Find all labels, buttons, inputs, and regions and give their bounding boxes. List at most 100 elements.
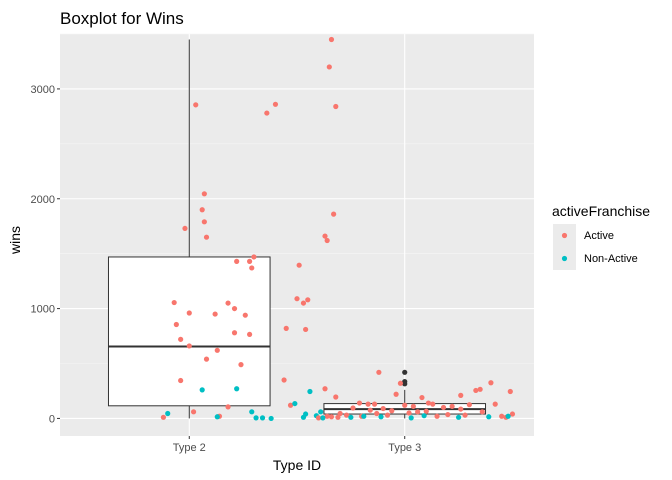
data-point bbox=[234, 386, 240, 392]
data-point bbox=[505, 413, 511, 419]
x-axis-label: Type ID bbox=[273, 457, 321, 473]
data-point bbox=[322, 233, 328, 239]
data-point bbox=[214, 414, 220, 420]
data-point bbox=[287, 402, 294, 408]
data-point bbox=[488, 380, 494, 386]
data-point bbox=[434, 413, 440, 419]
data-point bbox=[333, 103, 339, 110]
x-tick-label: Type 2 bbox=[173, 442, 206, 454]
data-point bbox=[242, 312, 248, 318]
y-tick-label: 0 bbox=[49, 413, 55, 425]
data-point bbox=[320, 415, 326, 421]
legend-entry-label: Active bbox=[584, 230, 614, 242]
data-point bbox=[165, 410, 171, 417]
data-point bbox=[186, 343, 192, 349]
data-point bbox=[445, 411, 451, 418]
data-point bbox=[380, 405, 386, 412]
data-point bbox=[402, 402, 408, 408]
box-iqr bbox=[107, 256, 271, 407]
data-point bbox=[231, 305, 238, 312]
data-point bbox=[361, 413, 367, 419]
data-point bbox=[264, 110, 270, 116]
data-point bbox=[343, 412, 350, 418]
data-point bbox=[324, 413, 330, 419]
data-point bbox=[458, 406, 464, 412]
data-point bbox=[477, 386, 483, 392]
data-point bbox=[335, 414, 341, 420]
data-point bbox=[384, 412, 391, 418]
data-point bbox=[186, 310, 192, 316]
data-point bbox=[499, 413, 505, 419]
data-point bbox=[440, 404, 447, 411]
legend-key-dot bbox=[561, 255, 568, 262]
data-point bbox=[231, 330, 238, 336]
data-point bbox=[328, 36, 335, 43]
data-point bbox=[421, 413, 427, 419]
data-point bbox=[406, 410, 412, 416]
data-point bbox=[333, 394, 339, 400]
data-point bbox=[225, 300, 231, 306]
data-point bbox=[292, 400, 298, 407]
legend: activeFranchise Active Non-Active bbox=[552, 203, 650, 270]
data-point bbox=[430, 401, 436, 407]
y-tick-label: 1000 bbox=[31, 304, 55, 316]
y-axis-label: wins bbox=[7, 226, 23, 255]
data-point bbox=[374, 410, 380, 417]
data-point bbox=[509, 411, 516, 417]
data-point bbox=[473, 387, 479, 394]
data-point bbox=[178, 336, 184, 342]
data-point bbox=[281, 377, 287, 383]
data-point bbox=[253, 415, 259, 421]
box-layer bbox=[107, 39, 487, 419]
data-point bbox=[350, 405, 356, 411]
data-point bbox=[324, 237, 330, 244]
data-point bbox=[378, 414, 384, 420]
box-outlier bbox=[402, 369, 408, 375]
data-point bbox=[251, 254, 257, 260]
data-point bbox=[425, 400, 432, 406]
data-point bbox=[318, 409, 324, 415]
data-point bbox=[376, 369, 382, 375]
data-point bbox=[182, 225, 188, 232]
data-point bbox=[296, 262, 302, 268]
data-point bbox=[173, 321, 179, 328]
data-point bbox=[171, 299, 177, 306]
data-point bbox=[201, 191, 207, 197]
data-point bbox=[367, 407, 373, 413]
data-point bbox=[303, 326, 309, 333]
data-point bbox=[389, 408, 395, 414]
data-point bbox=[214, 347, 220, 353]
data-point bbox=[247, 258, 253, 264]
data-point bbox=[294, 296, 300, 302]
data-point bbox=[466, 402, 472, 408]
x-axis-ticks: Type 2 Type 3 bbox=[173, 436, 421, 454]
data-point bbox=[492, 401, 498, 407]
legend-entry-label: Non-Active bbox=[584, 253, 638, 265]
data-point bbox=[337, 410, 343, 417]
legend-title: activeFranchise bbox=[552, 203, 650, 219]
data-point bbox=[193, 102, 199, 108]
data-point bbox=[190, 409, 197, 415]
data-point bbox=[201, 219, 207, 225]
data-point bbox=[259, 415, 266, 421]
data-point bbox=[225, 404, 231, 410]
y-tick-label: 2000 bbox=[31, 194, 55, 206]
data-point bbox=[300, 300, 307, 306]
data-point bbox=[410, 403, 416, 409]
data-point bbox=[247, 331, 253, 338]
data-point bbox=[203, 234, 210, 240]
data-point bbox=[178, 377, 184, 384]
data-point bbox=[348, 414, 354, 420]
data-point bbox=[462, 412, 468, 418]
data-point bbox=[365, 401, 371, 407]
data-point bbox=[415, 409, 421, 415]
data-point bbox=[249, 409, 255, 415]
jitter-points-layer bbox=[160, 36, 516, 422]
x-tick-label: Type 3 bbox=[388, 442, 421, 454]
chart-title: Boxplot for Wins bbox=[60, 9, 184, 28]
data-point bbox=[507, 388, 513, 395]
data-point bbox=[455, 414, 462, 420]
data-point bbox=[234, 258, 240, 264]
y-axis-ticks: 0 1000 2000 3000 bbox=[31, 84, 60, 425]
data-point bbox=[315, 415, 322, 421]
